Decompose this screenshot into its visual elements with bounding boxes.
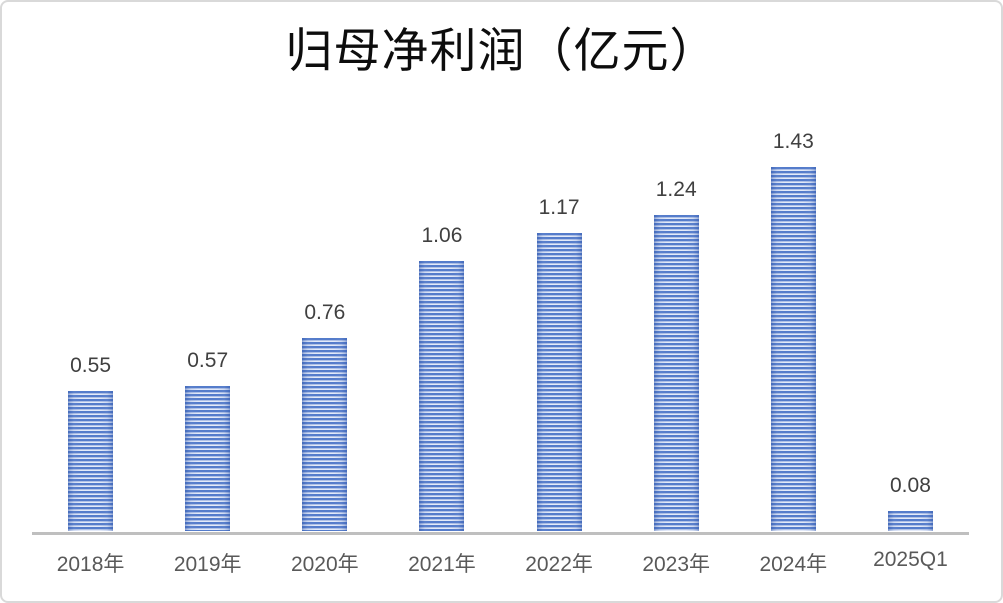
x-axis-tick-label: 2023年 [642,553,711,576]
x-axis-tick-label: 2019年 [173,553,242,576]
bar [419,261,465,531]
bar-column: 0.76 [266,301,383,531]
bar-column: 1.17 [501,196,618,531]
bar-column: 0.08 [852,474,969,531]
bar [302,338,348,531]
bar-column: 1.24 [618,178,735,531]
bar [887,511,933,531]
x-axis-tick-label: 2024年 [759,553,828,576]
bar-column: 1.06 [383,224,500,531]
bar-value-label: 1.06 [421,224,463,247]
x-axis-tick-label: 2025Q1 [873,548,948,571]
bar-value-label: 0.57 [187,349,229,372]
bar-value-label: 0.76 [304,301,346,324]
bar [653,215,699,531]
bar [536,233,582,531]
x-axis-tick-label: 2022年 [525,553,593,576]
plot-area: 0.55 0.57 0.76 1.06 1.17 1.24 1.43 0.08 [32,2,969,531]
bar-value-label: 0.55 [70,354,111,377]
x-axis-tick-label: 2021年 [408,553,476,576]
bar-value-label: 1.43 [772,130,814,153]
x-axis-tick-label: 2018年 [56,553,125,576]
x-axis: 2018年 2019年 2020年 2021年 2022年 2023年 2024年 2025Q… [32,548,969,578]
bar-column: 0.55 [32,354,149,531]
bar-value-label: 1.24 [655,178,697,201]
bar-column: 1.43 [735,130,852,531]
bar-value-label: 1.17 [538,196,580,219]
x-axis-line [32,532,969,535]
bar [68,391,114,531]
bar [185,386,231,531]
bar-value-label: 0.08 [890,474,931,497]
bar-column: 0.57 [149,349,266,531]
chart-title: 归母净利润（亿元） [285,24,718,77]
bar [770,167,816,531]
x-axis-tick-label: 2020年 [290,553,359,576]
